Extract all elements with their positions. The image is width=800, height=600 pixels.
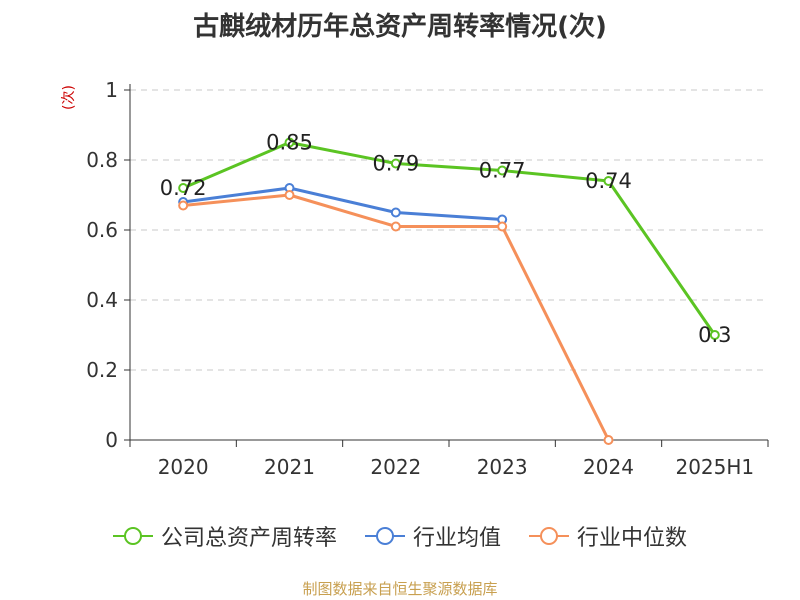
data-point bbox=[178, 200, 189, 211]
data-label: 0.85 bbox=[266, 131, 313, 155]
data-point bbox=[284, 190, 295, 200]
y-tick-label: 0.2 bbox=[86, 358, 118, 382]
series-line-0 bbox=[182, 141, 717, 336]
y-tick-label: 0.8 bbox=[86, 148, 118, 172]
x-tick-label: 2022 bbox=[370, 455, 421, 479]
legend-label-industry-median: 行业中位数 bbox=[577, 526, 688, 551]
x-tick-label: 2020 bbox=[158, 455, 209, 479]
legend-label-industry-mean: 行业均值 bbox=[412, 526, 501, 551]
data-point bbox=[497, 221, 508, 232]
data-label: 0.72 bbox=[160, 176, 207, 200]
legend-marker-industry-mean bbox=[364, 527, 405, 545]
y-tick-label: 0 bbox=[105, 428, 118, 452]
y-tick-label: 1 bbox=[105, 78, 118, 102]
data-labels: 0.72 0.85 0.79 0.77 0.74 0.3 bbox=[160, 131, 732, 348]
data-point bbox=[178, 183, 189, 193]
legend-marker-company bbox=[112, 527, 153, 545]
chart-title: 古麒绒材历年总资产周转率情况(次) bbox=[193, 12, 607, 42]
legend-label-company: 公司总资产周转率 bbox=[160, 526, 337, 551]
legend-item-industry-mean[interactable]: 行业均值 bbox=[364, 520, 501, 552]
data-point bbox=[390, 221, 401, 232]
legend-item-industry-median[interactable]: 行业中位数 bbox=[529, 520, 687, 552]
data-point bbox=[497, 165, 508, 176]
gridlines bbox=[130, 89, 768, 371]
data-point bbox=[390, 207, 401, 218]
data-point bbox=[709, 330, 720, 340]
data-point bbox=[603, 176, 614, 186]
legend-item-company[interactable]: 公司总资产周转率 bbox=[112, 520, 337, 552]
legend-marker-industry-median bbox=[529, 527, 569, 545]
data-point bbox=[390, 158, 401, 169]
x-tick-label: 2023 bbox=[477, 455, 528, 479]
series-line-1 bbox=[183, 186, 503, 221]
x-tick-label: 2021 bbox=[264, 455, 315, 479]
data-point bbox=[603, 435, 614, 445]
axes: 0 0.2 0.4 0.6 0.8 1 2020 2021 2022 2023 2024 2025H1 bbox=[86, 78, 769, 479]
data-label: 0.77 bbox=[479, 159, 526, 183]
data-label: 0.3 bbox=[698, 323, 731, 347]
x-tick-label: 2024 bbox=[583, 455, 634, 479]
data-label: 0.79 bbox=[372, 152, 419, 176]
line-chart: 0 0.2 0.4 0.6 0.8 1 2020 2021 2022 2023 2024 2025H1… bbox=[86, 78, 769, 479]
y-tick-label: 0.4 bbox=[86, 288, 118, 312]
series-line-2 bbox=[183, 193, 610, 441]
data-label: 0.74 bbox=[585, 169, 632, 193]
series-lines bbox=[178, 137, 720, 445]
data-source-note: 制图数据来自恒生聚源数据库 bbox=[302, 580, 498, 598]
data-point bbox=[284, 137, 295, 148]
legend: 公司总资产周转率 行业均值 行业中位数 bbox=[0, 520, 800, 552]
y-tick-label: 0.6 bbox=[86, 218, 118, 242]
x-tick-label: 2025H1 bbox=[675, 455, 754, 479]
